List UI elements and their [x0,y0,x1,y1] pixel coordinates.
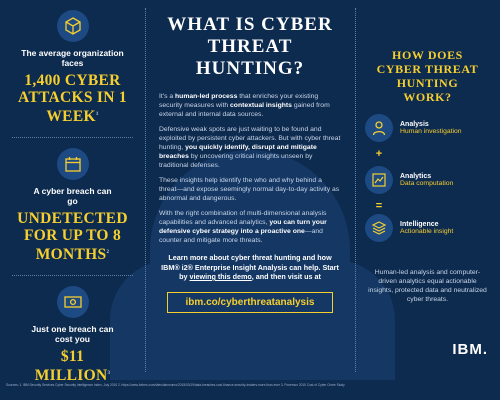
network-cube-icon [56,10,89,42]
stat-divider [12,275,133,277]
how-it-works-summary: Human-led analysis and computer-driven a… [368,269,487,303]
stat2-value: UNDETECTED FOR UP TO 8 MONTHS2 [17,210,128,264]
stat2-intro: A cyber breach can go [33,186,112,207]
equals-sign: = [375,200,383,212]
stat1-intro: The average organization faces [21,48,124,68]
column-divider-left [145,8,146,372]
step-analysis: Analysis Human investigation [365,114,495,142]
stat3-intro: Just one breach can cost you [31,324,114,345]
website-link[interactable]: ibm.co/cyberthreatanalysis [167,291,333,313]
how-it-works-title: HOW DOES CYBER THREAT HUNTING WORK? [376,48,479,104]
calendar-icon [56,148,89,181]
footer: Sources: 1. IBM Security Services Cyber … [0,380,500,400]
main-title: WHAT IS CYBER THREAT HUNTING? [167,14,333,79]
shoulder-silhouette-left [110,260,240,380]
plus-sign: + [375,148,383,160]
person-icon [365,114,393,142]
analytics-chart-icon [365,166,393,194]
cta-text: Learn more about cyber threat hunting an… [161,253,339,281]
step3-title: Intelligence [400,221,439,228]
footer-sources: Sources: 1. IBM Security Services Cyber … [6,383,345,387]
paragraph-4: With the right combination of multi-dime… [159,210,327,244]
middle-column: WHAT IS CYBER THREAT HUNTING? It's a hum… [145,0,355,380]
right-column: HOW DOES CYBER THREAT HUNTING WORK? Anal… [355,0,500,380]
step2-subtitle: Data computation [400,180,454,187]
step1-subtitle: Human investigation [400,128,462,135]
step3-subtitle: Actionable insight [400,228,454,235]
stat1-value: 1,400 CYBER ATTACKS IN 1 WEEK1 [18,72,127,126]
paragraph-2: Defensive weak spots are just waiting to… [159,126,341,169]
stat-divider [12,137,133,139]
left-column: The average organization faces 1,400 CYB… [0,0,145,384]
paragraph-3: These insights help identify the who and… [159,177,340,202]
demo-link[interactable]: viewing this demo [189,272,252,281]
step1-title: Analysis [400,121,429,128]
step2-title: Analytics [400,173,432,180]
ibm-logo: IBM. [452,341,488,358]
shoulder-silhouette-right [265,260,395,380]
paragraph-1: It's a human-led process that enriches y… [159,93,330,118]
money-icon [56,286,89,319]
step-intelligence: Intelligence Actionable insight [365,214,495,242]
step-analytics: Analytics Data computation [365,166,495,194]
column-divider-right [355,8,356,372]
layers-icon [365,214,393,242]
stat3-value: $11 MILLION3 [34,348,111,385]
